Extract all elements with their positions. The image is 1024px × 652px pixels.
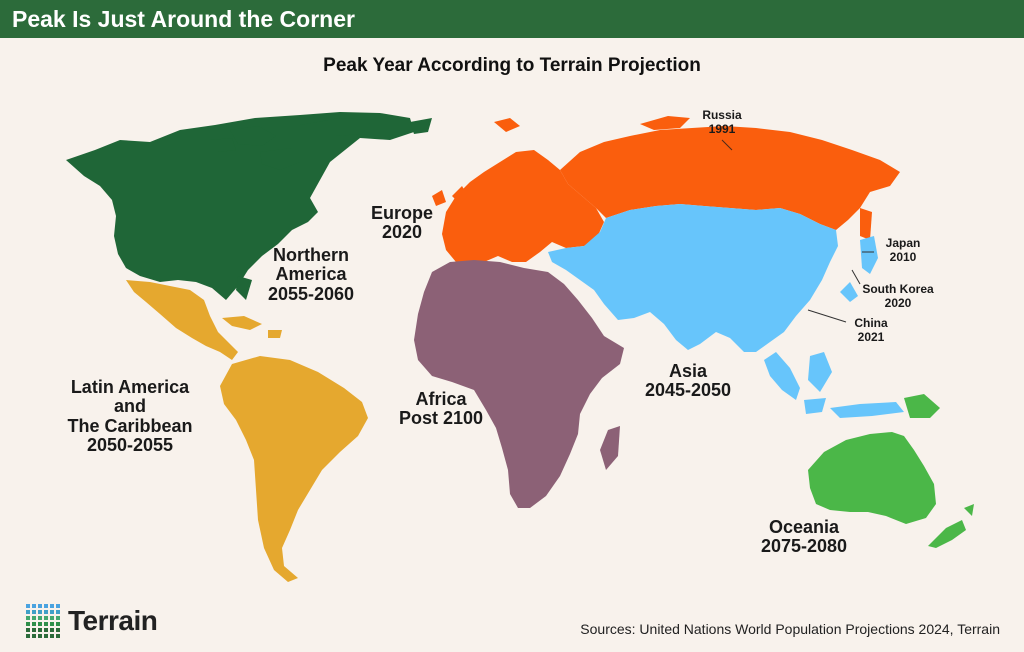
label-line: Asia	[668, 361, 708, 381]
region-latin-america	[126, 280, 368, 582]
label-line: 2020	[884, 296, 912, 311]
label-south-korea: South Korea 2020	[848, 282, 948, 310]
header-banner: Peak Is Just Around the Corner	[0, 0, 1024, 38]
label-africa: Africa Post 2100	[386, 389, 496, 429]
label-china: China 2021	[838, 316, 904, 344]
label-europe: Europe 2020	[352, 203, 452, 243]
map-title: Peak Year According to Terrain Projectio…	[323, 55, 701, 76]
region-russia	[560, 116, 900, 240]
label-line: 2050-2055	[86, 435, 174, 456]
label-line: China	[854, 316, 888, 330]
label-line: Russia	[702, 108, 742, 122]
label-line: Post 2100	[398, 408, 484, 429]
region-europe	[432, 118, 604, 266]
logo-wordmark: Terrain	[68, 605, 158, 636]
label-line: South Korea	[862, 282, 934, 296]
sources-note: Sources: United Nations World Population…	[580, 621, 1000, 637]
label-line: Northern	[273, 245, 349, 265]
label-line: America	[275, 264, 347, 285]
label-line: 1991	[708, 122, 736, 137]
region-oceania	[808, 394, 974, 548]
label-line: Japan	[885, 236, 921, 250]
label-line: Oceania	[768, 517, 840, 537]
label-oceania: Oceania 2075-2080	[744, 517, 864, 557]
label-russia: Russia 1991	[684, 108, 760, 136]
label-line: Latin America	[70, 377, 190, 397]
label-line: The Caribbean	[67, 415, 193, 436]
label-line: Europe	[370, 203, 433, 223]
label-northern-america: Northern America 2055-2060	[256, 245, 366, 304]
label-line: 2010	[889, 250, 917, 265]
label-line: 2075-2080	[760, 536, 848, 557]
label-line: Africa	[415, 389, 467, 409]
logo-grid-icon	[26, 604, 60, 638]
region-africa	[414, 260, 624, 508]
region-asia	[548, 204, 904, 418]
region-northern-america	[66, 112, 432, 300]
label-line: 2021	[857, 330, 885, 345]
terrain-logo: Terrain	[26, 604, 158, 638]
label-latin-america: Latin America and The Caribbean 2050-205…	[50, 377, 210, 456]
label-line: 2020	[381, 222, 423, 243]
label-japan: Japan 2010	[872, 236, 934, 264]
label-line: 2045-2050	[644, 380, 732, 401]
header-title: Peak Is Just Around the Corner	[12, 6, 355, 32]
label-line: and	[113, 396, 146, 417]
label-asia: Asia 2045-2050	[628, 361, 748, 401]
label-line: 2055-2060	[267, 283, 355, 304]
